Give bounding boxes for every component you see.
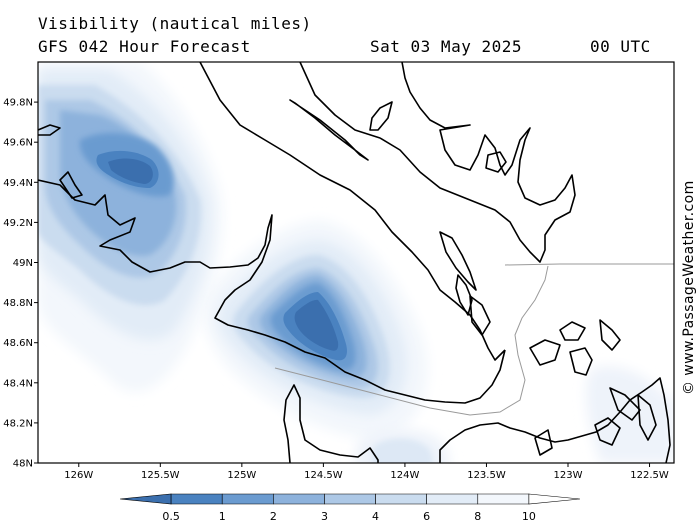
colorbar-segment xyxy=(375,493,427,505)
lon-tick-label: 122.5W xyxy=(630,470,669,481)
coastline xyxy=(439,231,477,291)
coastline xyxy=(559,321,586,341)
forecast-time: 00 UTC xyxy=(590,37,651,56)
lat-tick-label: 49N xyxy=(13,258,33,269)
coastline xyxy=(38,124,61,136)
coastline xyxy=(594,417,621,446)
colorbar-label: 0.5 xyxy=(162,510,180,523)
coastline xyxy=(534,429,553,456)
visibility-shading xyxy=(38,62,674,463)
lat-tick-label: 49.4N xyxy=(3,178,33,189)
colorbar-label: 2 xyxy=(270,510,277,523)
coastline xyxy=(439,377,671,463)
colorbar-label: 8 xyxy=(474,510,481,523)
colorbar-label: 10 xyxy=(522,510,536,523)
colorbar-label: 4 xyxy=(372,510,379,523)
coastline xyxy=(369,101,393,131)
lon-tick-label: 124.5W xyxy=(304,470,343,481)
lat-tick-label: 48.6N xyxy=(3,338,33,349)
colorbar-segment xyxy=(528,493,581,505)
lon-tick-label: 123W xyxy=(554,470,583,481)
coastline xyxy=(299,62,576,263)
international-border xyxy=(274,265,549,416)
colorbar-label: 3 xyxy=(321,510,328,523)
coastline xyxy=(609,387,641,421)
lat-tick-label: 48.4N xyxy=(3,378,33,389)
forecast-date: Sat 03 May 2025 xyxy=(370,37,522,56)
lat-tick-label: 49.2N xyxy=(3,218,33,229)
coastline xyxy=(469,295,491,336)
shade-band-10 xyxy=(585,366,674,463)
colorbar: 0.5 1 2 3 4 6 8 10 xyxy=(119,493,581,523)
lon-tick-label: 126W xyxy=(64,470,93,481)
coastline xyxy=(38,179,506,404)
chart-title: Visibility (nautical miles) xyxy=(38,14,312,33)
coastline xyxy=(569,347,593,376)
coastline xyxy=(485,151,507,173)
shade-band-8 xyxy=(372,438,433,463)
lat-tick-label: 48.8N xyxy=(3,298,33,309)
colorbar-segment xyxy=(273,493,325,505)
lat-tick-label: 48.2N xyxy=(3,418,33,429)
coastline xyxy=(59,171,83,199)
international-border xyxy=(504,263,674,266)
borders xyxy=(274,263,674,416)
lat-tick-label: 48N xyxy=(13,459,33,470)
colorbar-segment xyxy=(221,493,274,505)
forecast-label: GFS 042 Hour Forecast xyxy=(38,37,251,56)
lat-tick-label: 49.6N xyxy=(3,138,33,149)
shade-band-05 xyxy=(294,299,339,351)
watermark-text: © www.PassageWeather.com xyxy=(681,180,697,395)
shade-band-05 xyxy=(108,158,153,184)
coastline xyxy=(637,394,657,441)
colorbar-label: 1 xyxy=(219,510,226,523)
coastline xyxy=(455,274,473,316)
colorbar-segment xyxy=(170,493,223,505)
lon-tick-label: 125W xyxy=(227,470,256,481)
latitude-axis: 49.8N 49.6N 49.4N 49.2N 49N 48.8N 48.6N 48.4N 48… xyxy=(3,98,38,470)
lon-tick-label: 125.5W xyxy=(141,470,180,481)
lat-tick-label: 49.8N xyxy=(3,98,33,109)
coastline xyxy=(289,99,369,161)
coastline xyxy=(529,339,561,366)
colorbar-segment xyxy=(119,493,172,505)
colorbar-segment xyxy=(324,493,376,505)
longitude-axis: 126W 125.5W 125W 124.5W 124W 123.5W 123W 122.5W xyxy=(64,463,669,481)
lon-tick-label: 124W xyxy=(390,470,419,481)
coastline xyxy=(283,384,379,463)
coastlines xyxy=(38,62,671,463)
colorbar-label: 6 xyxy=(423,510,430,523)
lon-tick-label: 123.5W xyxy=(467,470,506,481)
colorbar-segment xyxy=(426,493,479,505)
colorbar-segment xyxy=(477,493,530,505)
coastline xyxy=(599,319,621,351)
